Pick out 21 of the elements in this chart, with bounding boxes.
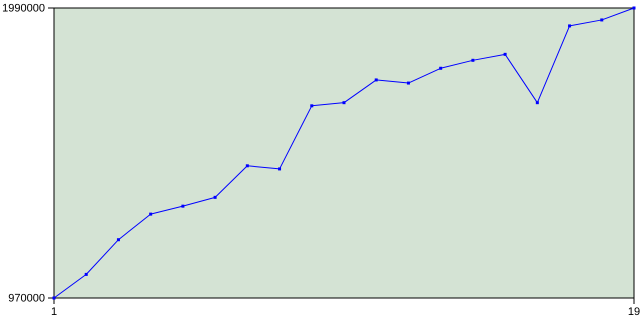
point — [149, 212, 152, 216]
y-tick-label: 970000 — [8, 292, 45, 305]
y-tick-label: 1990000 — [2, 2, 45, 15]
point — [536, 101, 539, 104]
point — [214, 196, 217, 199]
point — [342, 101, 346, 104]
point — [84, 272, 88, 276]
point — [278, 167, 282, 170]
x-tick-label: 19 — [628, 306, 640, 318]
point — [600, 18, 604, 22]
point — [439, 66, 442, 70]
point — [374, 78, 378, 82]
point — [181, 204, 184, 208]
point — [406, 82, 410, 85]
point — [504, 52, 507, 56]
point — [471, 58, 474, 62]
point — [116, 238, 120, 242]
point — [568, 24, 572, 28]
point — [246, 164, 249, 168]
point — [310, 104, 314, 108]
x-tick-label: 1 — [50, 306, 58, 318]
